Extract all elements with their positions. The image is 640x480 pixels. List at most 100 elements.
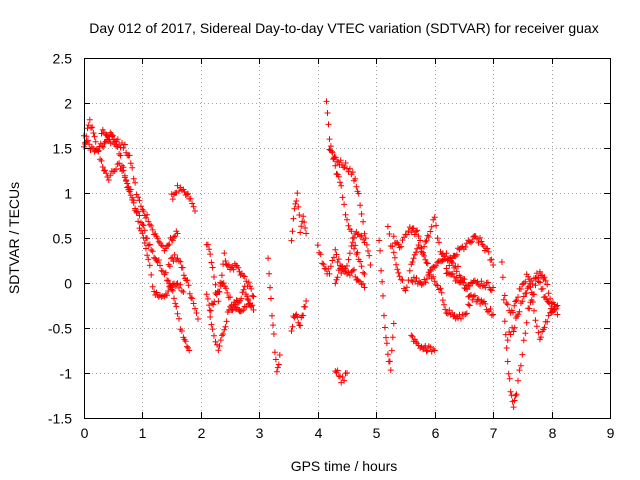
data-point xyxy=(274,364,281,371)
data-point xyxy=(267,284,273,291)
plot-frame xyxy=(84,58,611,419)
data-point xyxy=(332,280,339,287)
data-point xyxy=(351,234,357,241)
data-point xyxy=(477,234,483,241)
x-tick-label: 6 xyxy=(432,425,440,441)
data-point xyxy=(484,308,491,315)
data-point xyxy=(159,268,166,275)
data-point xyxy=(176,258,182,265)
data-point xyxy=(103,170,110,177)
data-point xyxy=(467,239,474,246)
data-point xyxy=(519,298,526,305)
data-point xyxy=(206,246,213,253)
data-point xyxy=(132,179,139,186)
data-point xyxy=(209,264,216,271)
data-point xyxy=(220,261,227,268)
data-point xyxy=(95,148,102,155)
data-point xyxy=(455,278,461,285)
data-point xyxy=(352,175,359,182)
data-point xyxy=(365,248,371,254)
data-point xyxy=(333,251,340,258)
data-point xyxy=(133,191,140,198)
data-point xyxy=(290,215,297,222)
data-point xyxy=(165,242,172,249)
data-point xyxy=(345,269,352,276)
data-point xyxy=(410,225,417,232)
data-point xyxy=(512,298,519,305)
data-point xyxy=(249,292,256,299)
data-point xyxy=(169,196,176,203)
data-point xyxy=(469,296,476,303)
data-point xyxy=(220,331,227,337)
data-point xyxy=(162,269,169,276)
data-point xyxy=(210,301,217,308)
data-point xyxy=(139,230,146,237)
data-point xyxy=(390,233,397,240)
data-point xyxy=(413,228,419,235)
data-point xyxy=(235,264,242,271)
data-point xyxy=(302,303,309,310)
data-point xyxy=(335,173,342,180)
data-point xyxy=(434,235,441,242)
data-point xyxy=(326,136,333,143)
data-point xyxy=(100,144,107,150)
data-point xyxy=(421,252,428,259)
data-point xyxy=(536,279,543,286)
data-point xyxy=(538,334,544,341)
data-point xyxy=(410,274,417,281)
data-point xyxy=(291,205,298,212)
x-tick-label: 4 xyxy=(315,425,323,441)
data-point xyxy=(218,332,225,339)
data-point xyxy=(446,307,453,314)
data-point xyxy=(466,292,473,299)
data-point xyxy=(86,116,93,123)
data-point xyxy=(541,274,548,281)
data-point xyxy=(506,375,513,382)
data-point xyxy=(186,347,193,354)
data-point xyxy=(510,404,517,411)
data-point xyxy=(458,315,464,322)
data-point xyxy=(224,289,231,296)
data-point xyxy=(342,160,349,166)
data-point xyxy=(417,237,424,244)
data-point xyxy=(383,334,389,341)
x-tick-label: 3 xyxy=(256,425,264,441)
data-point xyxy=(528,289,535,296)
data-point xyxy=(382,324,388,331)
data-point xyxy=(164,277,170,284)
data-point xyxy=(220,280,227,287)
data-point xyxy=(490,284,497,291)
data-point xyxy=(488,312,495,319)
data-point xyxy=(516,367,523,374)
data-point xyxy=(453,274,460,281)
data-point xyxy=(337,262,343,269)
y-tick-label: -0.5 xyxy=(48,321,72,337)
data-point xyxy=(344,216,350,223)
data-point xyxy=(434,282,441,289)
grid xyxy=(84,58,610,418)
data-point xyxy=(230,266,237,273)
data-point xyxy=(453,268,460,275)
data-point xyxy=(119,168,125,174)
data-point xyxy=(418,245,425,252)
data-point xyxy=(297,322,304,329)
data-point xyxy=(533,323,540,330)
data-point xyxy=(341,377,348,384)
data-point xyxy=(320,261,327,268)
y-axis-label: SDTVAR / TECUs xyxy=(6,182,22,294)
data-point xyxy=(413,275,420,281)
data-point xyxy=(443,310,450,316)
data-point xyxy=(533,270,540,277)
data-point xyxy=(176,284,182,291)
data-point xyxy=(474,236,480,242)
data-point xyxy=(352,242,359,249)
data-point xyxy=(355,190,362,197)
y-tick-label: 1 xyxy=(64,186,72,202)
data-point xyxy=(212,338,219,345)
data-point xyxy=(488,287,495,294)
data-point xyxy=(541,324,548,331)
data-point xyxy=(130,199,137,206)
data-point xyxy=(414,227,421,234)
data-point xyxy=(218,272,225,279)
data-point xyxy=(126,152,133,159)
